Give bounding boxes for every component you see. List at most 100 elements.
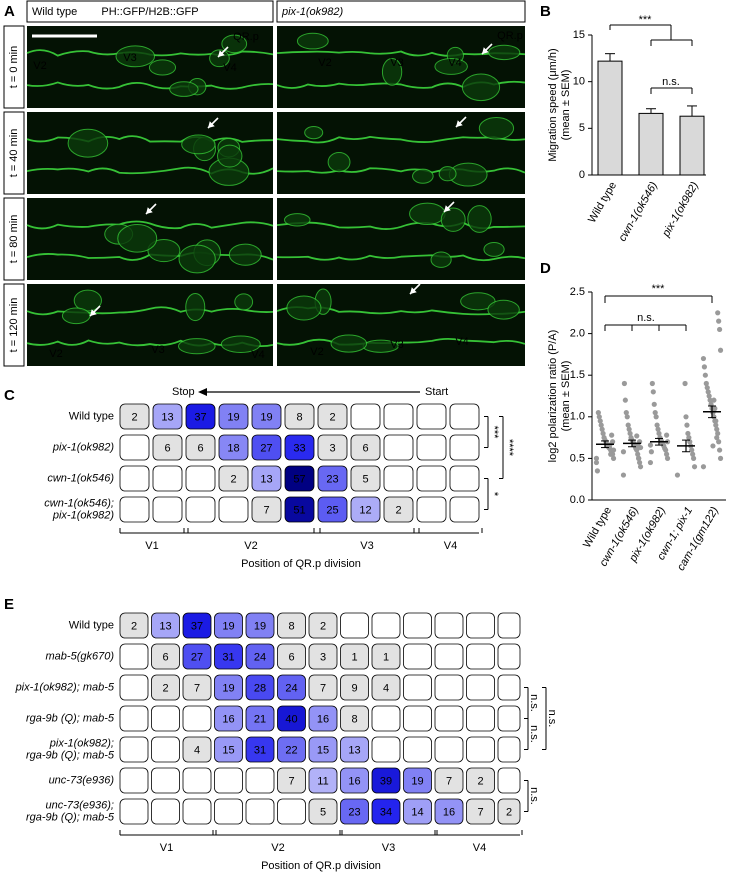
time-box xyxy=(3,111,25,195)
data-point xyxy=(710,443,716,449)
cell-label: V2 xyxy=(310,346,323,358)
grid-cell xyxy=(371,705,401,732)
row-label: pix-1(ok982); mab-5 xyxy=(15,681,115,693)
data-point xyxy=(637,459,643,466)
grid-cell xyxy=(434,612,464,639)
start-label: Start xyxy=(425,386,448,398)
data-point xyxy=(620,472,627,478)
data-point xyxy=(625,422,631,428)
arrow-head xyxy=(410,287,417,294)
region-label: V3 xyxy=(360,540,373,552)
data-point xyxy=(634,433,640,439)
data-point xyxy=(648,449,655,455)
grid-cell xyxy=(340,736,369,763)
data-point xyxy=(655,426,661,432)
arrow-head xyxy=(90,309,97,316)
grid-cell xyxy=(151,798,180,825)
cell-value: 31 xyxy=(222,651,234,663)
bar xyxy=(597,60,623,176)
cell-value: 37 xyxy=(194,411,206,423)
grid-cell xyxy=(251,403,282,430)
grid-cell xyxy=(308,736,338,763)
data-point xyxy=(651,401,657,407)
grid-cell xyxy=(182,612,212,639)
data-point xyxy=(664,455,671,461)
grid-cell xyxy=(416,434,447,461)
arrow-head xyxy=(146,207,153,214)
cell-value: 21 xyxy=(254,713,266,725)
marker-label: PH::GFP/H2B::GFP xyxy=(101,6,198,18)
data-point xyxy=(594,468,601,474)
significance: n.s. xyxy=(528,787,540,805)
data-point xyxy=(717,447,723,453)
cell-value: 57 xyxy=(293,473,305,485)
grid-cell xyxy=(350,465,381,492)
grid-cell xyxy=(497,798,521,825)
grid-cell xyxy=(251,434,282,461)
grid-cell xyxy=(466,798,495,825)
data-point xyxy=(715,310,721,316)
grid-cell xyxy=(277,798,306,825)
cell-label: V2 xyxy=(318,57,331,69)
cell-value: 25 xyxy=(326,504,338,516)
grid-cell xyxy=(218,434,249,461)
significance: n.s. xyxy=(528,694,540,712)
y-tick-label: 5 xyxy=(579,122,585,134)
cell-label: V3 xyxy=(390,57,403,69)
y-tick-label: 2.0 xyxy=(570,328,585,340)
cell-outline xyxy=(178,244,216,274)
cell-value: 27 xyxy=(260,442,272,454)
cell-outline xyxy=(228,243,262,266)
arrow-head xyxy=(444,205,451,212)
grid-cell xyxy=(214,674,243,701)
cell-value: 19 xyxy=(411,775,423,787)
cell-value: 7 xyxy=(263,504,269,516)
cell-value: 6 xyxy=(362,442,368,454)
cell-value: 6 xyxy=(288,651,294,663)
membrane xyxy=(26,220,274,230)
grid-cell xyxy=(371,798,401,825)
arrow-head xyxy=(456,120,463,127)
panel-label: C xyxy=(4,387,15,404)
region-label: V1 xyxy=(145,540,158,552)
cell-outline xyxy=(381,57,403,86)
cell-value: 2 xyxy=(395,504,401,516)
data-point xyxy=(623,410,629,416)
cell-value: 12 xyxy=(359,504,371,516)
y-axis-label: Migration speed (μm/h) xyxy=(547,48,559,161)
grid-cell xyxy=(284,403,315,430)
x-axis-label: Position of QR.p division xyxy=(241,558,361,570)
cell-value: 23 xyxy=(326,473,338,485)
grid-cell xyxy=(403,798,432,825)
data-point xyxy=(609,432,615,438)
arrow-head xyxy=(198,388,207,396)
cell-outline xyxy=(217,144,243,168)
panel-label: E xyxy=(4,596,14,613)
x-tick-label: cwn-1(ok546) xyxy=(616,180,660,244)
data-point xyxy=(596,414,602,420)
grid-cell xyxy=(152,403,183,430)
data-point xyxy=(700,355,707,362)
cell-value: 15 xyxy=(317,744,329,756)
grid-cell xyxy=(449,465,480,492)
data-point xyxy=(684,422,690,428)
y-tick-label: 10 xyxy=(573,76,585,88)
grid-cell xyxy=(277,705,306,732)
grid-cell xyxy=(497,643,521,670)
grid-cell xyxy=(119,612,149,639)
grid-cell xyxy=(308,643,338,670)
cell-outline xyxy=(430,251,452,268)
cell-value: 8 xyxy=(296,411,302,423)
grid-cell xyxy=(185,496,216,523)
grid-cell xyxy=(371,674,401,701)
cell-label: V3 xyxy=(151,344,164,356)
data-point xyxy=(716,439,722,445)
grid-cell xyxy=(214,767,243,794)
grid-cell xyxy=(277,612,306,639)
region-label: V4 xyxy=(473,842,486,854)
arrow-head xyxy=(482,47,489,54)
cell-value: 16 xyxy=(443,806,455,818)
data-point xyxy=(601,435,607,441)
grid-cell xyxy=(340,767,369,794)
cell-outline xyxy=(148,59,177,76)
